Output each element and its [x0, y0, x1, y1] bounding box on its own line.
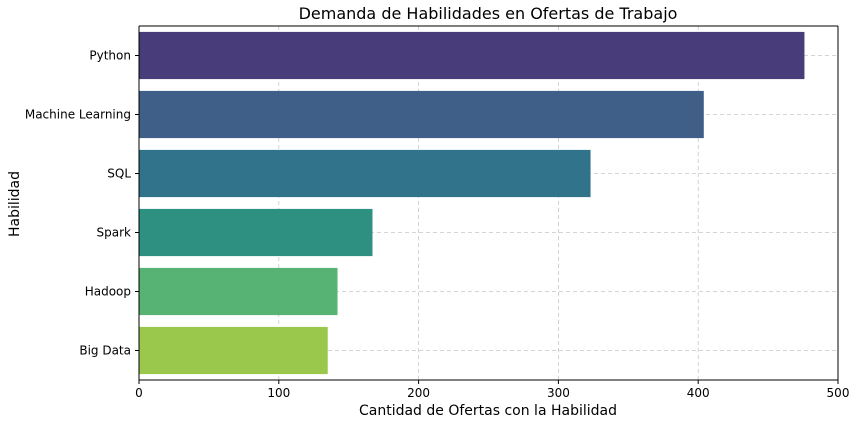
x-tick-label: 400 — [687, 386, 710, 400]
bar-python — [139, 31, 805, 80]
bars — [139, 31, 805, 375]
bar-sql — [139, 149, 591, 198]
x-tick-label: 0 — [135, 386, 143, 400]
y-tick-label: Hadoop — [85, 285, 131, 299]
y-axis-label: Habilidad — [7, 171, 23, 237]
bar-hadoop — [139, 267, 338, 316]
y-tick-label: Big Data — [79, 344, 131, 358]
bar-big-data — [139, 326, 328, 375]
bar-spark — [139, 208, 373, 257]
chart-title: Demanda de Habilidades en Ofertas de Tra… — [299, 4, 678, 23]
x-tick-label: 500 — [827, 386, 850, 400]
bar-machine-learning — [139, 90, 704, 139]
x-tick-label: 100 — [267, 386, 290, 400]
x-tick-label: 200 — [407, 386, 430, 400]
y-tick-label: SQL — [107, 167, 131, 181]
y-tick-label: Spark — [97, 226, 132, 240]
x-axis-label: Cantidad de Ofertas con la Habilidad — [359, 403, 617, 419]
y-tick-label: Machine Learning — [25, 108, 131, 122]
axes: Python Machine Learning SQL Spark Hadoop Big … — [25, 25, 850, 400]
x-tick-label: 300 — [547, 386, 570, 400]
y-tick-label: Python — [89, 49, 131, 63]
